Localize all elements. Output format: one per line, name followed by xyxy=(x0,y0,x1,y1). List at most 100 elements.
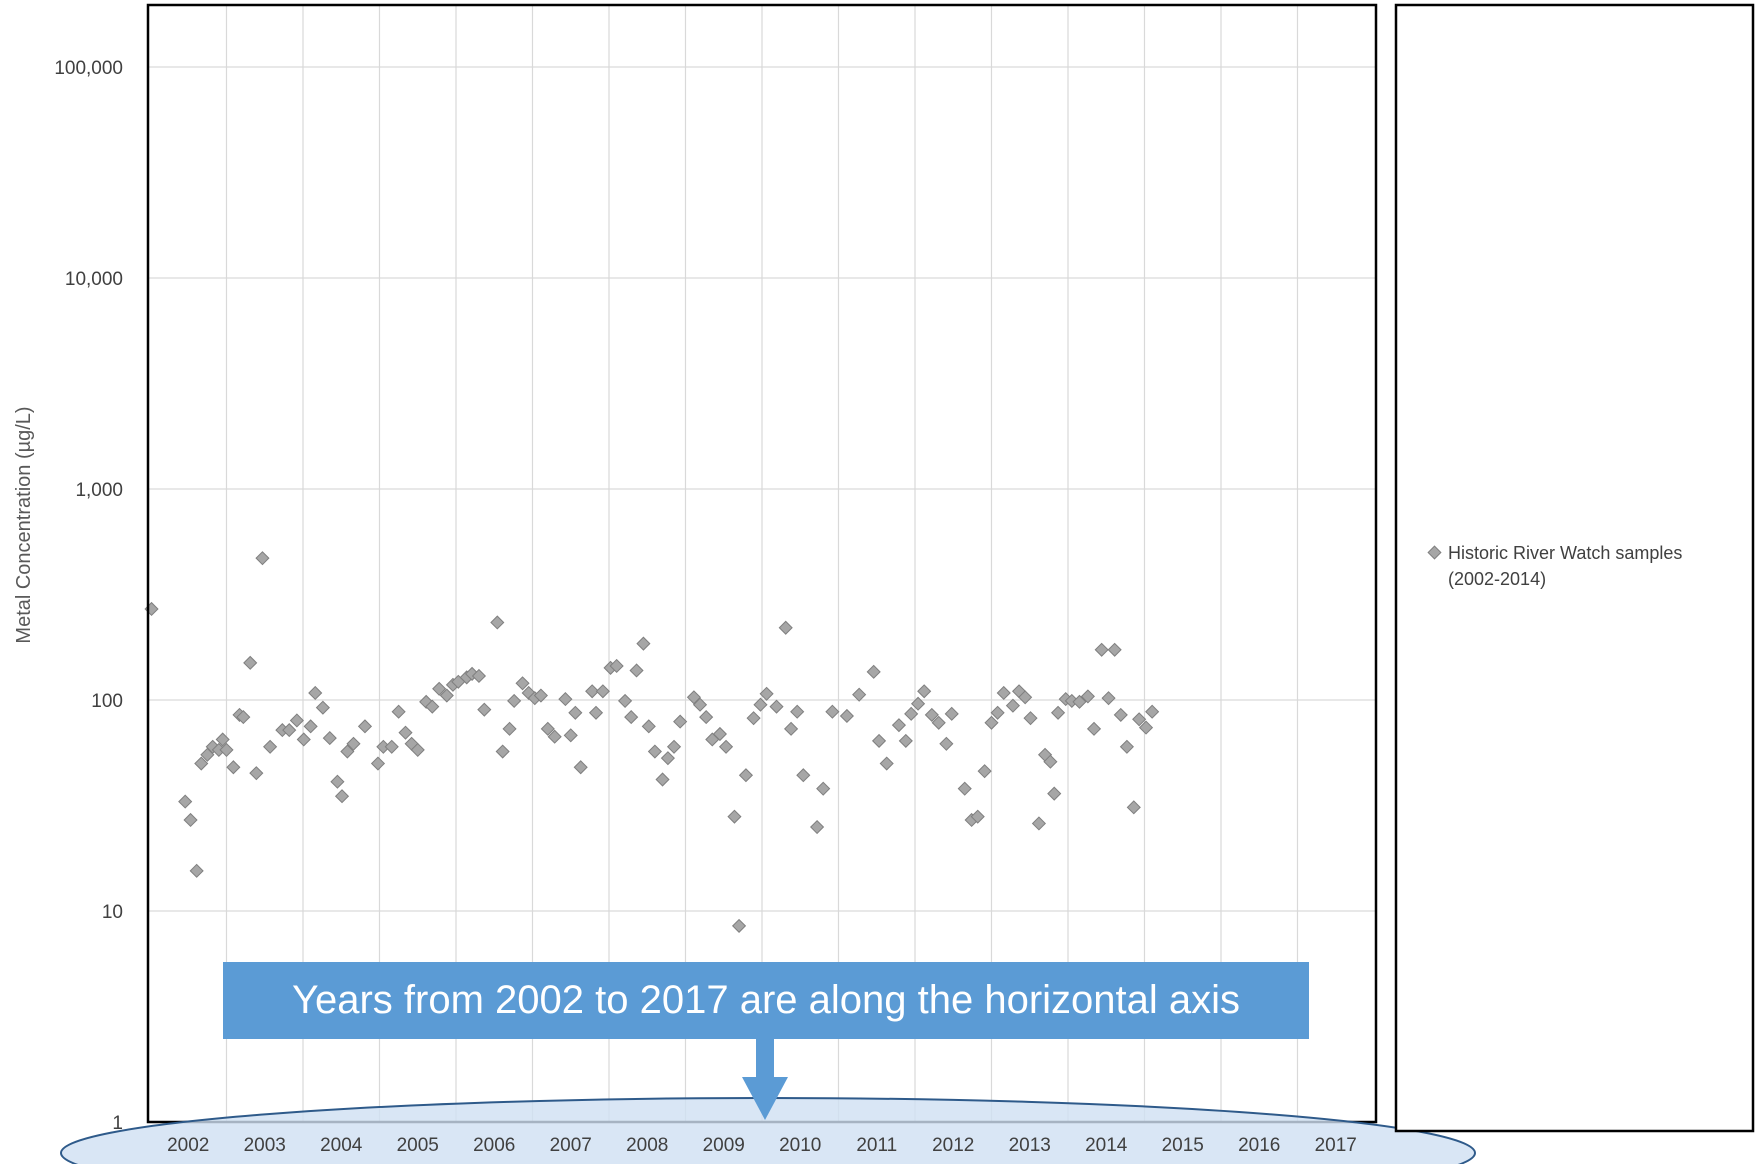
data-point xyxy=(617,693,633,708)
x-tick-label: 2012 xyxy=(932,1135,974,1156)
data-point xyxy=(1047,786,1062,801)
data-point xyxy=(769,699,784,714)
data-point xyxy=(215,732,230,747)
data-point xyxy=(1101,691,1116,706)
data-point xyxy=(1023,711,1038,726)
legend-label-line-2: (2002-2014) xyxy=(1448,569,1546,589)
y-tick-label: 1,000 xyxy=(75,480,123,501)
x-tick-label: 2004 xyxy=(320,1135,363,1156)
data-point xyxy=(796,768,811,783)
data-point xyxy=(1043,754,1058,769)
data-point xyxy=(502,721,517,736)
data-point xyxy=(825,704,840,719)
data-point xyxy=(533,688,548,703)
data-point xyxy=(249,766,264,781)
legend-marker-diamond-icon xyxy=(1427,545,1442,560)
data-point xyxy=(588,705,604,720)
annotation-arrow-head xyxy=(742,1077,788,1120)
data-point xyxy=(783,721,799,736)
data-point xyxy=(609,658,624,674)
data-point xyxy=(263,739,278,754)
x-axis: 2002 2003 2004 2005 2006 2007 2008 2009 2010 2011… xyxy=(167,1135,1357,1156)
data-point xyxy=(898,733,913,748)
x-tick-label: 2017 xyxy=(1315,1135,1357,1156)
data-point xyxy=(540,721,555,736)
data-point xyxy=(477,702,492,717)
data-point xyxy=(1145,704,1160,719)
data-point xyxy=(977,764,992,779)
data-point xyxy=(759,686,774,701)
x-tick-label: 2016 xyxy=(1238,1135,1280,1156)
y-axis-label: Metal Concentration (µg/L) xyxy=(13,406,35,643)
data-point xyxy=(432,681,447,696)
y-tick-label: 1 xyxy=(112,1113,123,1134)
data-point xyxy=(738,768,754,783)
data-point xyxy=(282,723,297,738)
x-tick-label: 2014 xyxy=(1085,1135,1128,1156)
gridlines xyxy=(148,5,1376,1123)
x-tick-label: 2008 xyxy=(626,1135,668,1156)
data-point xyxy=(727,809,742,824)
data-point xyxy=(194,756,209,771)
data-point xyxy=(573,760,588,775)
data-point xyxy=(1138,720,1154,735)
data-point xyxy=(410,742,425,757)
data-point xyxy=(189,863,204,878)
data-point xyxy=(398,725,413,740)
data-point xyxy=(226,760,241,775)
data-point xyxy=(1086,721,1102,736)
data-point xyxy=(330,774,345,789)
data-point xyxy=(357,719,373,734)
data-point xyxy=(778,620,793,635)
data-point xyxy=(839,708,854,724)
y-tick-label: 10,000 xyxy=(65,269,123,290)
data-point xyxy=(1113,707,1128,722)
data-point xyxy=(810,819,825,835)
data-point xyxy=(255,551,270,566)
data-point xyxy=(183,812,198,828)
data-point xyxy=(852,687,867,702)
data-point xyxy=(904,706,919,721)
data-point xyxy=(673,714,688,729)
data-point xyxy=(629,663,644,678)
x-tick-label: 2010 xyxy=(779,1135,821,1156)
data-point xyxy=(1132,712,1147,727)
data-point xyxy=(624,710,639,725)
data-point xyxy=(984,715,999,730)
data-point xyxy=(471,668,487,684)
data-point xyxy=(495,744,510,759)
data-point xyxy=(558,692,573,707)
data-point xyxy=(731,918,747,933)
annotation-text: Years from 2002 to 2017 are along the ho… xyxy=(292,978,1240,1022)
data-point xyxy=(1119,739,1134,754)
legend-label-line-1: Historic River Watch samples xyxy=(1448,543,1682,563)
data-point xyxy=(917,684,932,699)
data-point xyxy=(384,739,399,754)
data-point xyxy=(1050,705,1066,720)
data-point xyxy=(563,728,578,743)
y-tick-label: 100,000 xyxy=(54,58,123,79)
data-point xyxy=(891,718,907,733)
x-tick-label: 2006 xyxy=(473,1135,515,1156)
data-point xyxy=(866,664,881,679)
data-point xyxy=(315,700,330,715)
data-point xyxy=(334,789,350,804)
data-point xyxy=(289,713,304,728)
data-point xyxy=(1005,698,1020,713)
data-point xyxy=(308,685,323,701)
data-point xyxy=(219,742,234,757)
x-tick-label: 2009 xyxy=(703,1135,745,1156)
data-point xyxy=(439,688,454,703)
data-point xyxy=(753,697,768,712)
legend-box xyxy=(1394,3,1755,1133)
data-point xyxy=(666,739,682,754)
data-point xyxy=(1094,642,1109,657)
data-point xyxy=(346,736,361,751)
data-point xyxy=(303,719,318,734)
data-point xyxy=(647,744,662,759)
x-tick-label: 2002 xyxy=(167,1135,209,1156)
data-point xyxy=(660,751,675,766)
data-point xyxy=(340,744,355,759)
data-point xyxy=(816,781,831,796)
data-point xyxy=(236,710,251,725)
